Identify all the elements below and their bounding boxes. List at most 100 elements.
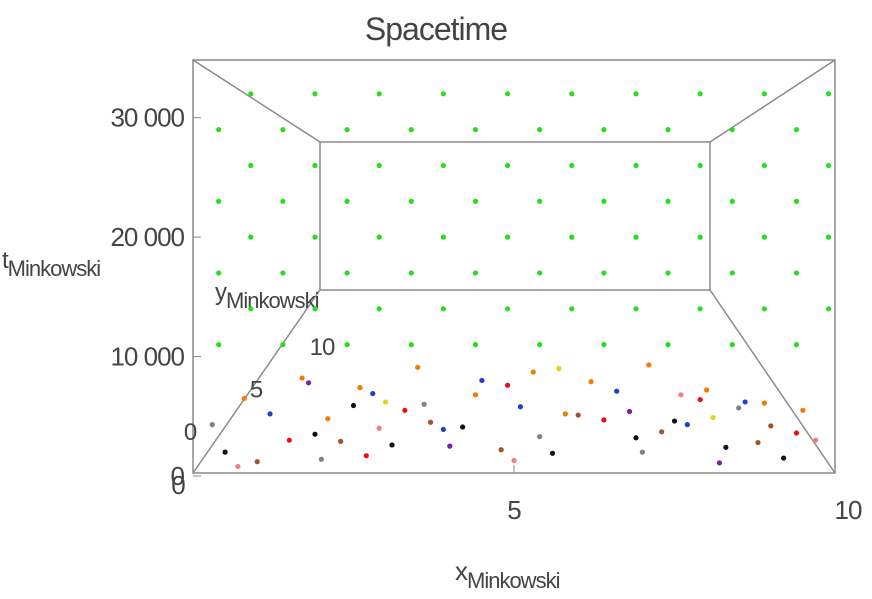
point xyxy=(344,342,350,348)
point xyxy=(659,429,665,435)
point xyxy=(639,449,646,455)
point xyxy=(729,270,735,276)
y-tick-label: 20 000 xyxy=(110,222,184,252)
point xyxy=(569,162,575,169)
box-edge xyxy=(192,289,321,474)
point xyxy=(305,380,312,386)
point xyxy=(601,127,607,133)
point xyxy=(549,450,556,456)
x-tick-label: 5 xyxy=(507,495,521,525)
z-axis-label: yMinkowski xyxy=(215,279,319,313)
point xyxy=(472,127,479,133)
point xyxy=(633,234,639,240)
chart-title: Spacetime xyxy=(365,11,507,47)
x-axis-label-sub: Minkowski xyxy=(467,568,560,593)
point xyxy=(825,306,832,312)
point xyxy=(344,127,350,133)
point xyxy=(248,234,254,240)
point xyxy=(761,400,767,406)
point xyxy=(825,91,832,97)
point xyxy=(389,442,395,448)
point xyxy=(408,127,414,133)
point xyxy=(704,387,710,393)
point xyxy=(408,270,414,276)
x-tick-label: 10 xyxy=(835,495,862,525)
point xyxy=(716,460,723,466)
point xyxy=(537,127,543,133)
point xyxy=(665,127,671,133)
point xyxy=(312,162,318,169)
point xyxy=(569,91,575,97)
point xyxy=(569,234,575,240)
point xyxy=(633,162,639,169)
y-axis-label-sub: Minkowski xyxy=(8,256,101,281)
point xyxy=(825,162,832,169)
point xyxy=(222,449,228,455)
point xyxy=(614,388,620,394)
point xyxy=(665,270,671,276)
point xyxy=(537,433,543,440)
point xyxy=(697,162,703,169)
point xyxy=(517,404,524,410)
point xyxy=(742,399,748,405)
point xyxy=(562,411,568,417)
point xyxy=(729,127,735,133)
point xyxy=(601,198,607,204)
point xyxy=(556,365,562,372)
point xyxy=(504,91,511,97)
point xyxy=(530,369,536,375)
point xyxy=(601,417,607,423)
point xyxy=(312,91,318,97)
z-axis-label-main: y xyxy=(215,279,227,306)
point xyxy=(633,91,639,97)
points xyxy=(209,91,832,470)
point xyxy=(402,407,408,413)
point xyxy=(209,422,215,428)
point xyxy=(248,162,254,169)
point xyxy=(376,425,382,431)
y-axis-label-main: t xyxy=(2,247,9,274)
point xyxy=(472,342,479,348)
point xyxy=(761,306,767,312)
point xyxy=(697,306,703,312)
z-axis-label-sub: Minkowski xyxy=(226,288,319,313)
point xyxy=(472,392,479,398)
point xyxy=(710,414,716,421)
point xyxy=(825,234,832,240)
point xyxy=(440,306,446,312)
point xyxy=(793,270,800,276)
point xyxy=(312,306,318,312)
point xyxy=(504,306,511,312)
point xyxy=(665,198,671,204)
point xyxy=(684,422,690,428)
point xyxy=(376,91,382,97)
point xyxy=(338,438,344,444)
point xyxy=(421,401,427,407)
z-tick-label: 0 xyxy=(184,419,197,446)
point xyxy=(216,127,222,133)
point xyxy=(793,127,800,133)
point xyxy=(312,431,318,437)
y-tick-label: 10 000 xyxy=(110,342,184,372)
point xyxy=(286,437,292,443)
point xyxy=(280,342,286,348)
point xyxy=(440,234,446,240)
point xyxy=(479,377,485,384)
point xyxy=(472,270,479,276)
point xyxy=(363,453,369,459)
point xyxy=(697,396,703,403)
point xyxy=(280,127,286,133)
point xyxy=(460,424,466,430)
x-axis-label-main: x xyxy=(455,556,468,586)
box-edge xyxy=(709,59,836,143)
point xyxy=(408,198,414,204)
point xyxy=(440,162,446,169)
box-edge xyxy=(192,59,321,143)
point xyxy=(235,463,241,470)
y-tick-label: 30 000 xyxy=(110,103,184,133)
point xyxy=(504,382,511,388)
plot-box xyxy=(192,59,836,474)
point xyxy=(768,423,774,429)
point xyxy=(697,234,703,240)
point xyxy=(633,435,639,441)
